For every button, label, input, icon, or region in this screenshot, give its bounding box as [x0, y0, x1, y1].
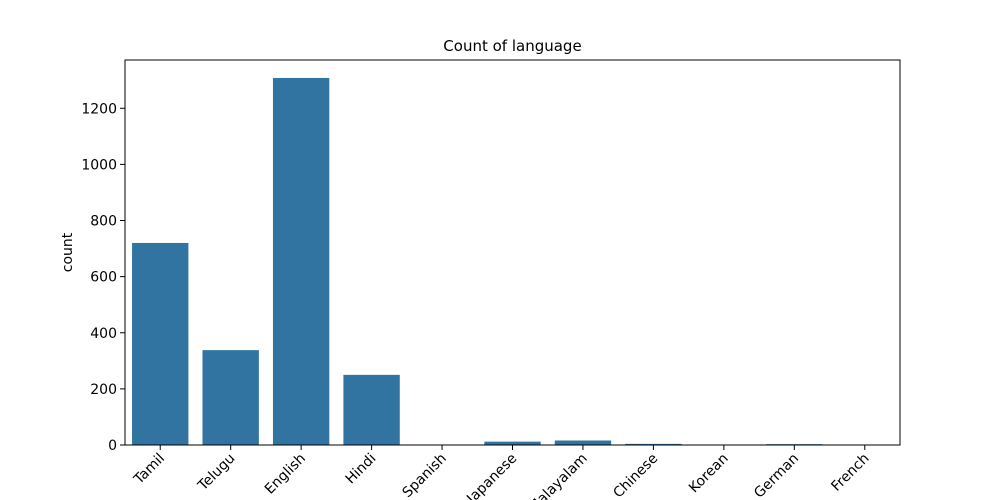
x-tick-label-english: English: [262, 451, 309, 498]
bar-hindi: [343, 374, 400, 445]
x-tick-label-korean: Korean: [686, 451, 732, 497]
bar-english: [272, 77, 330, 446]
bars-group: [132, 77, 893, 446]
bar-chinese: [625, 443, 682, 445]
x-tick-label-japanese: Japanese: [463, 451, 520, 500]
y-tick-label: 600: [90, 270, 117, 286]
x-tick-label-malayalam: Malayalam: [526, 451, 591, 500]
x-tick-label-chinese: Chinese: [610, 451, 661, 500]
chart-title: Count of language: [443, 37, 581, 55]
y-tick-label: 1000: [81, 157, 117, 173]
x-axis: Tamil Telugu English Hindi Spanish Japanese Ma…: [130, 445, 873, 500]
y-tick-label: 0: [108, 438, 117, 454]
x-tick-label-telugu: Telugu: [194, 451, 238, 495]
bar-telugu: [202, 350, 259, 445]
y-axis: 0 200 400 600 800 1000 1200: [81, 101, 125, 454]
x-tick-label-tamil: Tamil: [130, 451, 168, 489]
x-tick-label-german: German: [751, 451, 802, 500]
y-tick-label: 200: [90, 382, 117, 398]
y-axis-label: count: [60, 232, 76, 272]
x-tick-label-spanish: Spanish: [399, 451, 449, 500]
x-tick-label-french: French: [828, 451, 872, 495]
y-tick-label: 800: [90, 214, 117, 230]
x-tick-label-hindi: Hindi: [343, 451, 380, 488]
bar-tamil: [132, 242, 189, 445]
plot-frame: [124, 59, 901, 446]
y-tick-label: 1200: [81, 101, 117, 117]
bar-japanese: [484, 441, 541, 445]
y-tick-label: 400: [90, 326, 117, 342]
bar-malayalam: [554, 440, 612, 445]
